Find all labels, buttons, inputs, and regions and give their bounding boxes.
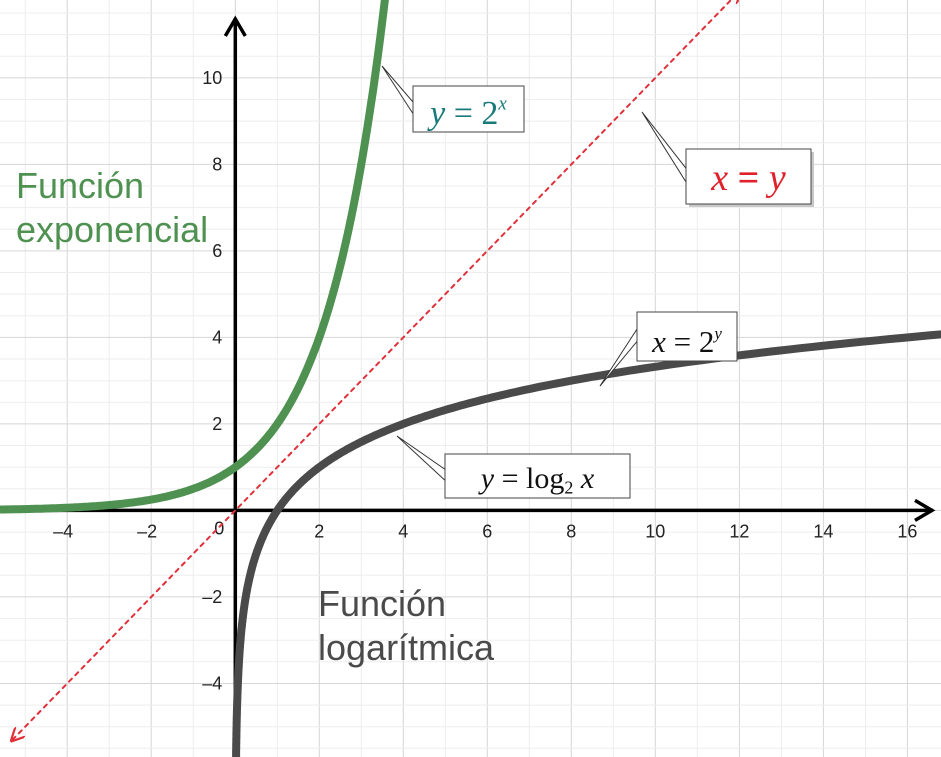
y-tick-label: 4 [212, 327, 222, 347]
label-part: = 2 [666, 324, 714, 359]
label-inverse: x = 2y [651, 324, 722, 359]
leader-line [396, 435, 446, 482]
x-tick-label: 8 [566, 521, 576, 541]
label-part: y [765, 157, 786, 199]
label-identity: x = y [710, 157, 786, 199]
annotation-labels: y = 2xx = yx = 2yy = log2 x [412, 85, 814, 499]
leader-line [641, 111, 687, 184]
x-tick-label: 16 [897, 521, 917, 541]
label-inverse-box [636, 311, 738, 362]
label-funcion-exponencial: Función [16, 165, 144, 206]
label-exponential-box [412, 85, 525, 133]
label-part: = 2 [445, 95, 498, 132]
label-exponential: y = 2x [427, 94, 507, 132]
label-part: = [728, 157, 769, 199]
label-part: x [651, 324, 666, 359]
label-funcion-logaritmica: logarítmica [318, 627, 495, 668]
label-part: x [573, 462, 595, 495]
label-part: x [710, 157, 728, 199]
origin-label: 0 [214, 518, 224, 538]
x-tick-label: 2 [314, 521, 324, 541]
logarithm-curve [232, 330, 941, 757]
x-tick-label: –4 [53, 521, 73, 541]
leader-line [381, 65, 414, 116]
label-funcion-exponencial: exponencial [16, 209, 208, 250]
identity-line [13, 0, 740, 740]
x-tick-label: –2 [137, 521, 157, 541]
y-tick-label: 2 [212, 414, 222, 434]
label-part: 2 [564, 477, 573, 497]
label-part: y [712, 324, 722, 343]
x-tick-label: 12 [729, 521, 749, 541]
y-tick-label: 10 [202, 68, 222, 88]
label-part: = log [494, 462, 564, 495]
label-part: x [497, 94, 507, 115]
label-identity-box [685, 148, 812, 205]
x-tick-label: 6 [482, 521, 492, 541]
exponential-curve [0, 0, 389, 514]
y-tick-label: 8 [212, 154, 222, 174]
x-axis-arrow [914, 498, 936, 522]
label-part: y [427, 95, 446, 132]
x-tick-label: 14 [813, 521, 833, 541]
label-logarithm-box [444, 453, 631, 499]
y-tick-label: –2 [202, 587, 222, 607]
label-logarithm: y = log2 x [478, 462, 595, 497]
y-tick-label: 6 [212, 241, 222, 261]
x-tick-label: 4 [398, 521, 408, 541]
label-part: y [478, 462, 495, 495]
y-tick-label: –4 [202, 674, 222, 694]
x-tick-label: 10 [645, 521, 665, 541]
label-funcion-logaritmica: Función [318, 583, 446, 624]
